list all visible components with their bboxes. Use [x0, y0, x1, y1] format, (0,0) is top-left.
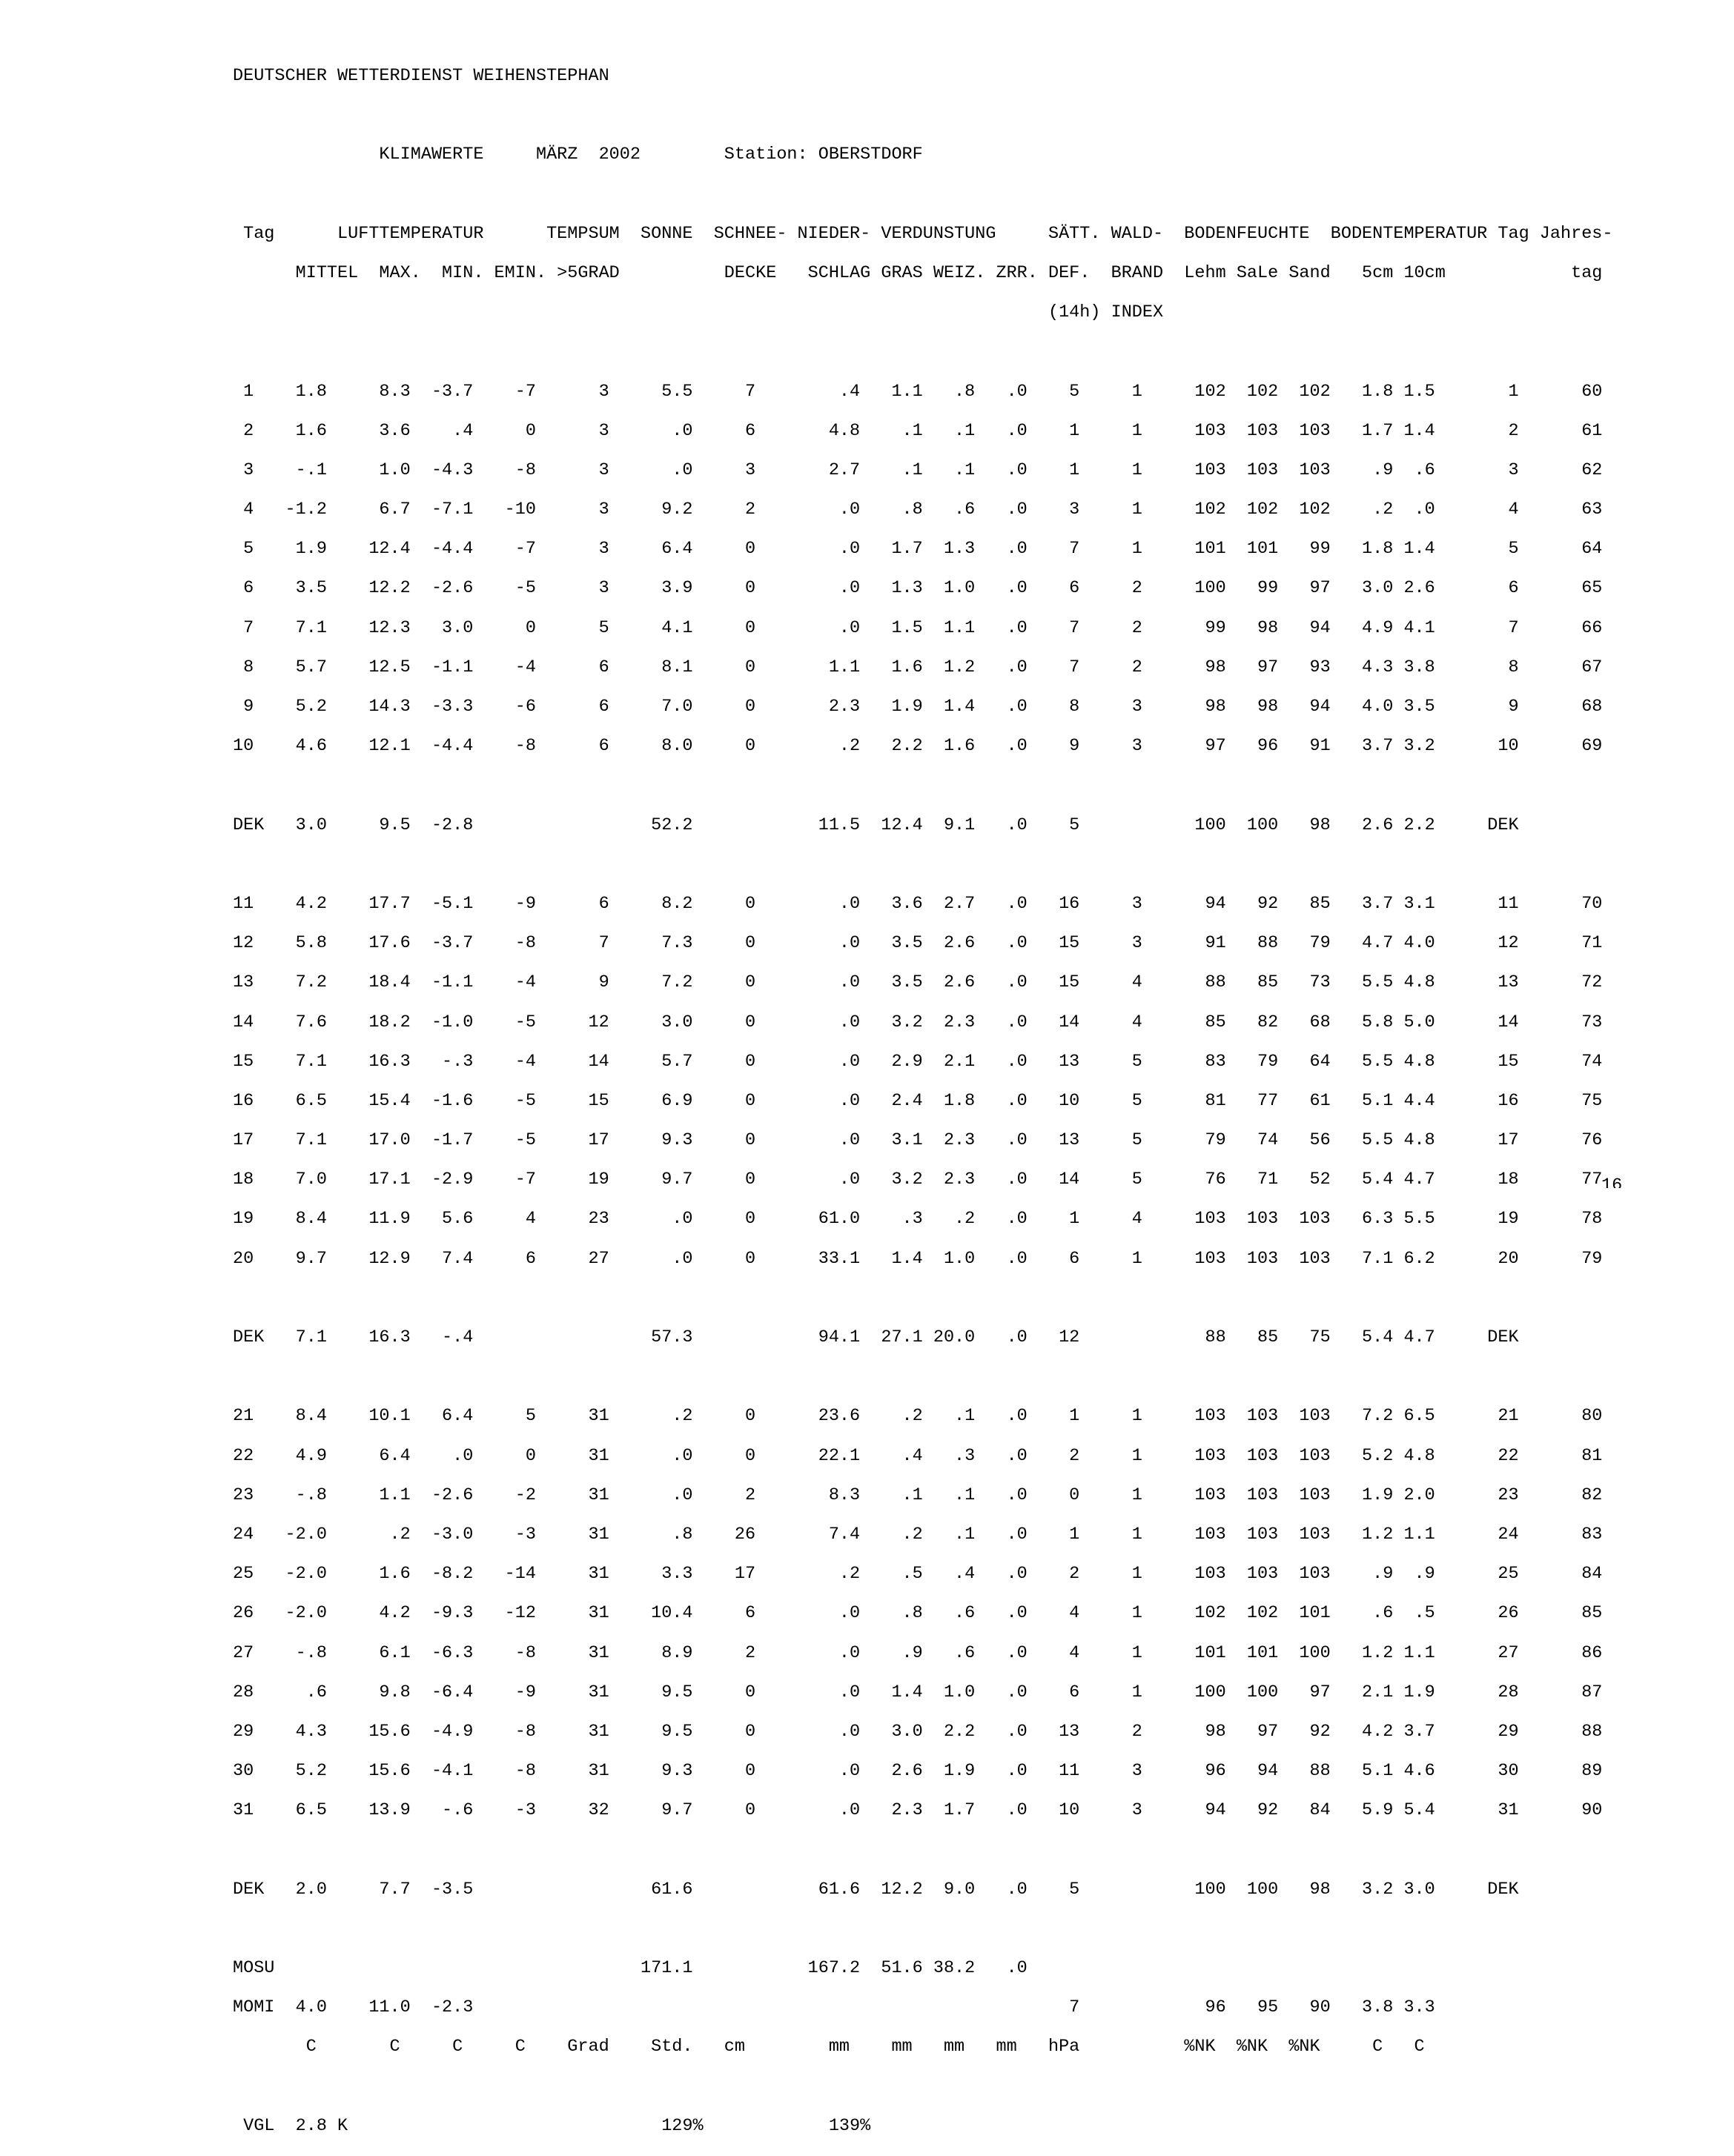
- page-number: 16: [1601, 1177, 1623, 1188]
- blank-line: [233, 185, 1613, 205]
- day-row: 7 7.1 12.3 3.0 0 5 4.1 0 .0 1.5 1.1 .0 7…: [233, 617, 1603, 638]
- day-row: 14 7.6 18.2 -1.0 -5 12 3.0 0 .0 3.2 2.3 …: [233, 1012, 1603, 1032]
- monthly-mean-row: MOMI 4.0 11.0 -2.3 7 96 95 90 3.8 3.3: [233, 1997, 1435, 2018]
- blank-line: [233, 1289, 1613, 1309]
- units-row: C C C C Grad Std. cm mm mm mm mm hPa %NK…: [233, 2037, 1425, 2057]
- day-row: 31 6.5 13.9 -.6 -3 32 9.7 0 .0 2.3 1.7 .…: [233, 1800, 1603, 1821]
- report-title: DEUTSCHER WETTERDIENST WEIHENSTEPHAN: [233, 66, 609, 86]
- blank-line: [233, 855, 1613, 875]
- monthly-sum-row: MOSU 171.1 167.2 51.6 38.2 .0: [233, 1958, 1028, 1978]
- column-header-line-3: (14h) INDEX: [233, 302, 1164, 323]
- day-row: 3 -.1 1.0 -4.3 -8 3 .0 3 2.7 .1 .1 .0 1 …: [233, 460, 1603, 480]
- day-row: 19 8.4 11.9 5.6 4 23 .0 0 61.0 .3 .2 .0 …: [233, 1209, 1603, 1230]
- dekade-summary-row: DEK 7.1 16.3 -.4 57.3 94.1 27.1 20.0 .0 …: [233, 1327, 1519, 1347]
- day-row: 5 1.9 12.4 -4.4 -7 3 6.4 0 .0 1.7 1.3 .0…: [233, 539, 1603, 560]
- dekade-summary-row: DEK 3.0 9.5 -2.8 52.2 11.5 12.4 9.1 .0 5…: [233, 815, 1519, 835]
- day-row: 8 5.7 12.5 -1.1 -4 6 8.1 0 1.1 1.6 1.2 .…: [233, 657, 1603, 677]
- day-row: 29 4.3 15.6 -4.9 -8 31 9.5 0 .0 3.0 2.2 …: [233, 1721, 1603, 1742]
- day-row: 21 8.4 10.1 6.4 5 31 .2 0 23.6 .2 .1 .0 …: [233, 1406, 1603, 1427]
- day-row: 15 7.1 16.3 -.3 -4 14 5.7 0 .0 2.9 2.1 .…: [233, 1051, 1603, 1072]
- day-row: 24 -2.0 .2 -3.0 -3 31 .8 26 7.4 .2 .1 .0…: [233, 1524, 1603, 1545]
- day-row: 13 7.2 18.4 -1.1 -4 9 7.2 0 .0 3.5 2.6 .…: [233, 972, 1603, 993]
- blank-line: [233, 2077, 1613, 2097]
- day-row: 10 4.6 12.1 -4.4 -8 6 8.0 0 .2 2.2 1.6 .…: [233, 736, 1603, 757]
- comparison-row: VGL 2.8 K 129% 139%: [233, 2115, 871, 2136]
- day-row: 22 4.9 6.4 .0 0 31 .0 0 22.1 .4 .3 .0 2 …: [233, 1445, 1603, 1466]
- day-row: 11 4.2 17.7 -5.1 -9 6 8.2 0 .0 3.6 2.7 .…: [233, 893, 1603, 914]
- day-row: 26 -2.0 4.2 -9.3 -12 31 10.4 6 .0 .8 .6 …: [233, 1603, 1603, 1624]
- day-row: 23 -.8 1.1 -2.6 -2 31 .0 2 8.3 .1 .1 .0 …: [233, 1485, 1603, 1505]
- blank-line: [233, 342, 1613, 362]
- day-row: 28 .6 9.8 -6.4 -9 31 9.5 0 .0 1.4 1.0 .0…: [233, 1682, 1603, 1702]
- blank-line: [233, 1367, 1613, 1387]
- day-row: 12 5.8 17.6 -3.7 -8 7 7.3 0 .0 3.5 2.6 .…: [233, 933, 1603, 954]
- blank-line: [233, 776, 1613, 796]
- blank-line: [233, 106, 1613, 126]
- report-subtitle: KLIMAWERTE MÄRZ 2002 Station: OBERSTDORF: [233, 145, 923, 165]
- blank-line: [233, 1840, 1613, 1860]
- day-row: 2 1.6 3.6 .4 0 3 .0 6 4.8 .1 .1 .0 1 1 1…: [233, 420, 1603, 441]
- day-row: 16 6.5 15.4 -1.6 -5 15 6.9 0 .0 2.4 1.8 …: [233, 1090, 1603, 1111]
- day-row: 27 -.8 6.1 -6.3 -8 31 8.9 2 .0 .9 .6 .0 …: [233, 1642, 1603, 1663]
- day-row: 17 7.1 17.0 -1.7 -5 17 9.3 0 .0 3.1 2.3 …: [233, 1130, 1603, 1151]
- column-header-line-2: MITTEL MAX. MIN. EMIN. >5GRAD DECKE SCHL…: [233, 262, 1603, 283]
- column-header-line-1: Tag LUFTTEMPERATUR TEMPSUM SONNE SCHNEE-…: [233, 223, 1613, 244]
- day-row: 6 3.5 12.2 -2.6 -5 3 3.9 0 .0 1.3 1.0 .0…: [233, 578, 1603, 599]
- climate-report: DEUTSCHER WETTERDIENST WEIHENSTEPHAN KLI…: [233, 66, 1613, 2156]
- blank-line: [233, 1920, 1613, 1940]
- day-row: 30 5.2 15.6 -4.1 -8 31 9.3 0 .0 2.6 1.9 …: [233, 1761, 1603, 1782]
- day-row: 4 -1.2 6.7 -7.1 -10 3 9.2 2 .0 .8 .6 .0 …: [233, 500, 1603, 520]
- dekade-summary-row: DEK 2.0 7.7 -3.5 61.6 61.6 12.2 9.0 .0 5…: [233, 1879, 1519, 1900]
- day-row: 18 7.0 17.1 -2.9 -7 19 9.7 0 .0 3.2 2.3 …: [233, 1170, 1603, 1190]
- day-row: 1 1.8 8.3 -3.7 -7 3 5.5 7 .4 1.1 .8 .0 5…: [233, 381, 1603, 402]
- day-row: 25 -2.0 1.6 -8.2 -14 31 3.3 17 .2 .5 .4 …: [233, 1564, 1603, 1585]
- day-row: 20 9.7 12.9 7.4 6 27 .0 0 33.1 1.4 1.0 .…: [233, 1248, 1603, 1269]
- day-row: 9 5.2 14.3 -3.3 -6 6 7.0 0 2.3 1.9 1.4 .…: [233, 697, 1603, 717]
